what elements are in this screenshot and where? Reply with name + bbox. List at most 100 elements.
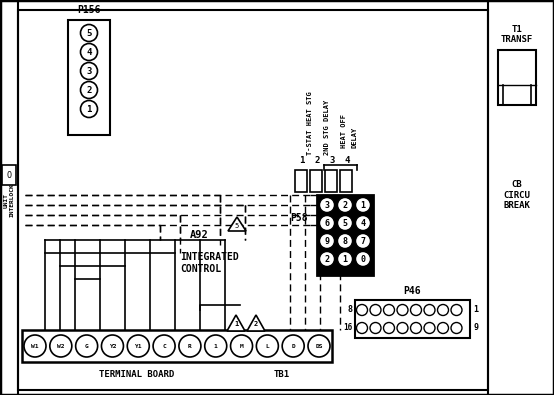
Text: 9: 9 (325, 237, 330, 246)
Text: 1: 1 (361, 201, 366, 209)
Text: 16: 16 (359, 325, 365, 331)
Text: TERMINAL BOARD: TERMINAL BOARD (99, 370, 175, 379)
Text: M: M (240, 344, 243, 348)
Text: 3: 3 (86, 66, 92, 75)
Text: TB1: TB1 (274, 370, 290, 379)
Text: DELAY: DELAY (351, 127, 357, 148)
Circle shape (383, 305, 394, 316)
Circle shape (397, 305, 408, 316)
Text: O: O (7, 171, 12, 179)
Circle shape (357, 322, 367, 333)
Circle shape (438, 322, 449, 333)
Circle shape (320, 252, 335, 267)
Text: 2: 2 (314, 156, 320, 164)
Text: 13: 13 (399, 325, 406, 331)
Circle shape (179, 335, 201, 357)
Text: Y2: Y2 (109, 344, 116, 348)
Circle shape (320, 216, 335, 231)
Text: 1: 1 (299, 156, 305, 164)
Circle shape (357, 305, 367, 316)
Text: C: C (162, 344, 166, 348)
Circle shape (80, 62, 98, 79)
Text: A92: A92 (190, 230, 209, 240)
Text: 1: 1 (86, 105, 92, 113)
Text: Y1: Y1 (135, 344, 142, 348)
Circle shape (282, 335, 304, 357)
Polygon shape (227, 315, 245, 331)
Text: 2: 2 (254, 321, 258, 327)
Circle shape (80, 24, 98, 41)
Text: 4: 4 (361, 218, 366, 228)
Text: W2: W2 (57, 344, 65, 348)
Text: INTEGRATED
CONTROL: INTEGRATED CONTROL (180, 252, 239, 274)
Circle shape (24, 335, 46, 357)
Circle shape (397, 322, 408, 333)
Circle shape (230, 335, 253, 357)
Circle shape (356, 233, 371, 248)
Text: 11: 11 (426, 325, 433, 331)
Text: 6: 6 (325, 218, 330, 228)
Text: 5: 5 (86, 28, 92, 38)
Circle shape (424, 305, 435, 316)
Circle shape (80, 100, 98, 117)
Text: 5: 5 (235, 223, 239, 229)
Text: 4: 4 (414, 307, 418, 312)
Polygon shape (247, 315, 265, 331)
Bar (18, 10, 488, 390)
Circle shape (356, 252, 371, 267)
Circle shape (76, 335, 98, 357)
Text: 8: 8 (360, 307, 363, 312)
Bar (355, 300, 470, 338)
Circle shape (257, 335, 278, 357)
Text: 1: 1 (214, 344, 218, 348)
Text: 4: 4 (345, 156, 350, 164)
Circle shape (370, 305, 381, 316)
Text: P156: P156 (77, 5, 101, 15)
Text: 4: 4 (86, 47, 92, 56)
Circle shape (383, 322, 394, 333)
Text: D: D (291, 344, 295, 348)
Circle shape (356, 198, 371, 213)
Bar (68, 20, 110, 135)
Bar (2, 165, 16, 185)
Text: CB
CIRCU
BREAK: CB CIRCU BREAK (504, 180, 530, 210)
Text: 15: 15 (372, 325, 379, 331)
Circle shape (451, 322, 462, 333)
Circle shape (337, 198, 352, 213)
Text: 8: 8 (342, 237, 347, 246)
Text: DS: DS (315, 344, 323, 348)
Bar (317, 195, 373, 275)
Text: 1: 1 (473, 305, 478, 314)
Circle shape (153, 335, 175, 357)
Text: UNIT
INTERLOCK: UNIT INTERLOCK (3, 183, 14, 217)
Text: 2: 2 (342, 201, 347, 209)
Circle shape (337, 252, 352, 267)
Text: 1: 1 (455, 307, 458, 312)
Text: 2: 2 (442, 307, 445, 312)
Text: 3: 3 (428, 307, 431, 312)
Circle shape (320, 233, 335, 248)
Text: L: L (265, 344, 269, 348)
Circle shape (356, 216, 371, 231)
Circle shape (438, 305, 449, 316)
Circle shape (101, 335, 124, 357)
Bar (295, 170, 307, 192)
Text: 2ND STG DELAY: 2ND STG DELAY (324, 100, 330, 155)
Text: 5: 5 (342, 218, 347, 228)
Text: 3: 3 (329, 156, 335, 164)
Text: P46: P46 (404, 286, 421, 296)
Text: 14: 14 (386, 325, 392, 331)
Circle shape (424, 322, 435, 333)
Circle shape (451, 305, 462, 316)
Bar (325, 170, 337, 192)
Text: T1
TRANSF: T1 TRANSF (501, 25, 533, 44)
Bar (498, 50, 536, 105)
Bar (22, 330, 332, 362)
Circle shape (205, 335, 227, 357)
Text: 7: 7 (361, 237, 366, 246)
Circle shape (337, 216, 352, 231)
Text: 9: 9 (473, 324, 478, 333)
Text: 2: 2 (86, 85, 92, 94)
Text: 2: 2 (325, 254, 330, 263)
Bar (310, 170, 322, 192)
